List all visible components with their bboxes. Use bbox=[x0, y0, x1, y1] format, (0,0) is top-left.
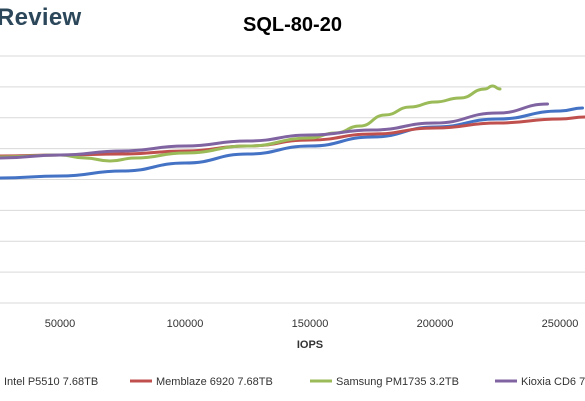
chart-title: SQL-80-20 bbox=[243, 14, 342, 36]
grid-lines bbox=[0, 55, 585, 304]
x-tick-label: 100000 bbox=[167, 318, 204, 330]
x-tick-label: 150000 bbox=[292, 318, 329, 330]
legend-item: Intel P5510 7.68TB bbox=[4, 376, 98, 388]
legend-label: Samsung PM1735 3.2TB bbox=[336, 376, 459, 388]
brand-logo-text: Review bbox=[0, 4, 82, 31]
x-tick-label: 50000 bbox=[45, 318, 76, 330]
x-tick-label: 250000 bbox=[542, 318, 579, 330]
x-tick-labels: 50000 100000 150000 200000 250000 bbox=[45, 318, 579, 330]
legend-item: Samsung PM1735 3.2TB bbox=[310, 376, 459, 388]
series-line-3 bbox=[0, 102, 549, 160]
x-tick-label: 200000 bbox=[417, 318, 454, 330]
legend-label: Intel P5510 7.68TB bbox=[4, 376, 98, 388]
legend-label: Memblaze 6920 7.68TB bbox=[156, 376, 273, 388]
x-axis-label: IOPS bbox=[297, 339, 323, 351]
series-lines bbox=[0, 84, 585, 180]
legend: Intel P5510 7.68TB Memblaze 6920 7.68TB Sa… bbox=[4, 376, 585, 388]
legend-item: Memblaze 6920 7.68TB bbox=[130, 376, 273, 388]
legend-item: Kioxia CD6 7.68TB bbox=[495, 376, 585, 388]
series-line-1 bbox=[0, 115, 585, 158]
legend-label: Kioxia CD6 7.68TB bbox=[521, 376, 585, 388]
series-line-0 bbox=[0, 106, 584, 180]
